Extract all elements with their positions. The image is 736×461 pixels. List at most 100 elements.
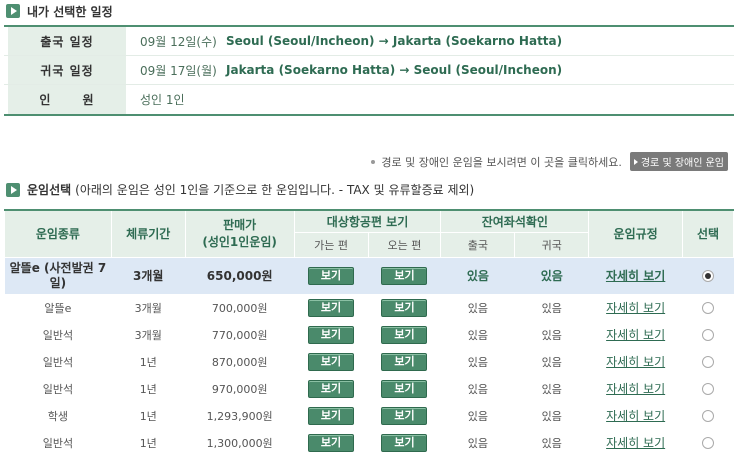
header-rules: 운임규정: [588, 209, 684, 258]
inbound-view-button[interactable]: 보기: [381, 298, 428, 317]
itinerary-row-passengers: 인 원 성인 1인: [4, 85, 734, 114]
fare-rule-link[interactable]: 자세히 보기: [605, 269, 666, 283]
fare-type: 일반석: [4, 321, 112, 349]
itinerary-passenger-count: 성인 1인: [140, 93, 185, 107]
fare-row[interactable]: 일반석 1년 970,000원 보기 보기 있음 있음 자세히 보기: [4, 375, 734, 403]
header-inbound: 오는 편: [367, 231, 442, 258]
fare-select-radio[interactable]: [702, 437, 715, 449]
fare-select-radio[interactable]: [702, 356, 715, 368]
fare-stay: 1년: [111, 348, 186, 376]
header-fare-type: 운임종류: [4, 209, 112, 258]
depart-availability: 있음: [440, 348, 515, 376]
fare-selection-title: 운임선택 (아래의 운임은 성인 1인을 기준으로 한 운임입니다. - TAX…: [6, 181, 474, 198]
fare-select-radio[interactable]: [702, 329, 715, 341]
outbound-view-button[interactable]: 보기: [308, 325, 355, 344]
depart-availability: 있음: [440, 402, 515, 430]
depart-availability: 있음: [440, 294, 515, 322]
fare-rule-link[interactable]: 자세히 보기: [606, 409, 666, 423]
fare-price: 970,000원: [185, 375, 295, 403]
play-arrow-icon: [633, 158, 638, 165]
fare-row[interactable]: 일반석 1년 870,000원 보기 보기 있음 있음 자세히 보기: [4, 348, 734, 376]
fare-select-radio[interactable]: [702, 383, 715, 395]
fare-stay: 3개월: [111, 257, 186, 295]
itinerary-date: 09월 12일(수): [140, 34, 217, 49]
fare-price: 1,293,900원: [185, 402, 295, 430]
fare-select-radio[interactable]: [702, 270, 715, 282]
header-outbound: 가는 편: [293, 231, 369, 258]
bullet-icon: [371, 159, 376, 164]
depart-availability: 있음: [440, 375, 515, 403]
return-availability: 있음: [514, 375, 589, 403]
itinerary-label: 귀국 일정: [8, 56, 126, 84]
itinerary-row-departure: 출국 일정 09월 12일(수) Seoul (Seoul/Incheon) →…: [4, 27, 734, 56]
fare-selection-subtitle: (아래의 운임은 성인 1인을 기준으로 한 운임입니다. - TAX 및 유류…: [75, 183, 475, 197]
fare-rule-link[interactable]: 자세히 보기: [606, 382, 666, 396]
depart-availability: 있음: [440, 321, 515, 349]
outbound-view-button[interactable]: 보기: [308, 433, 355, 452]
header-return: 귀국: [514, 231, 590, 258]
header-flight-view: 대상항공편 보기: [293, 209, 442, 233]
fare-select-radio[interactable]: [702, 410, 715, 422]
selected-itinerary-title-text: 내가 선택한 일정: [27, 4, 113, 19]
fare-price: 770,000원: [185, 321, 295, 349]
return-availability: 있음: [514, 257, 589, 295]
return-availability: 있음: [514, 402, 589, 430]
fare-row[interactable]: 학생 1년 1,293,900원 보기 보기 있음 있음 자세히 보기: [4, 402, 734, 430]
itinerary-label: 출국 일정: [8, 27, 126, 55]
fare-price: 870,000원: [185, 348, 295, 376]
inbound-view-button[interactable]: 보기: [381, 433, 428, 452]
inbound-view-button[interactable]: 보기: [381, 266, 428, 285]
fare-price: 650,000원: [185, 257, 295, 295]
itinerary-date: 09월 17일(월): [140, 63, 217, 78]
outbound-view-button[interactable]: 보기: [308, 406, 355, 425]
itinerary-route: Seoul (Seoul/Incheon) → Jakarta (Soekarn…: [226, 34, 563, 48]
return-availability: 있음: [514, 294, 589, 322]
section-arrow-icon: [6, 182, 20, 197]
fare-stay: 1년: [111, 375, 186, 403]
inbound-view-button[interactable]: 보기: [381, 379, 428, 398]
inbound-view-button[interactable]: 보기: [381, 352, 428, 371]
fare-type: 일반석: [4, 429, 112, 457]
depart-availability: 있음: [440, 257, 515, 295]
fare-selection-title-text: 운임선택: [27, 183, 72, 197]
outbound-view-button[interactable]: 보기: [308, 352, 355, 371]
itinerary-label: 인 원: [8, 85, 126, 114]
fare-rule-link[interactable]: 자세히 보기: [606, 436, 666, 450]
header-stay: 체류기간: [110, 209, 186, 258]
fare-price: 700,000원: [185, 294, 295, 322]
fare-select-radio[interactable]: [702, 302, 715, 314]
inbound-view-button[interactable]: 보기: [381, 325, 428, 344]
fare-rule-link[interactable]: 자세히 보기: [606, 355, 666, 369]
header-seat-check: 잔여좌석확인: [440, 209, 590, 233]
fare-table: 운임종류 체류기간 판매가 (성인1인운임) 대상항공편 보기 잔여좌석확인 운…: [4, 209, 734, 457]
senior-fare-notice: 경로 및 장애인 운임을 보시려면 이 곳을 클릭하세요. 경로 및 장애인 운…: [371, 152, 728, 171]
header-depart: 출국: [440, 231, 516, 258]
fare-row[interactable]: 알뜰e (사전발권 7일) 3개월 650,000원 보기 보기 있음 있음 자…: [4, 257, 734, 295]
senior-fare-button-label: 경로 및 장애인 운임: [640, 158, 724, 169]
return-availability: 있음: [514, 321, 589, 349]
return-availability: 있음: [514, 429, 589, 457]
header-price: 판매가 (성인1인운임): [184, 209, 295, 258]
outbound-view-button[interactable]: 보기: [308, 298, 355, 317]
fare-row[interactable]: 알뜰e 3개월 700,000원 보기 보기 있음 있음 자세히 보기: [4, 294, 734, 322]
fare-row[interactable]: 일반석 1년 1,300,000원 보기 보기 있음 있음 자세히 보기: [4, 429, 734, 457]
outbound-view-button[interactable]: 보기: [308, 266, 355, 285]
selected-itinerary-title: 내가 선택한 일정: [6, 2, 113, 20]
fare-stay: 3개월: [111, 321, 186, 349]
fare-type: 일반석: [4, 375, 112, 403]
fare-row[interactable]: 일반석 3개월 770,000원 보기 보기 있음 있음 자세히 보기: [4, 321, 734, 349]
fare-rule-link[interactable]: 자세히 보기: [606, 328, 666, 342]
itinerary-route: Jakarta (Soekarno Hatta) → Seoul (Seoul/…: [226, 63, 563, 77]
inbound-view-button[interactable]: 보기: [381, 406, 428, 425]
section-arrow-icon: [6, 4, 20, 18]
header-select: 선택: [682, 209, 734, 258]
fare-price: 1,300,000원: [185, 429, 295, 457]
return-availability: 있음: [514, 348, 589, 376]
outbound-view-button[interactable]: 보기: [308, 379, 355, 398]
fare-rule-link[interactable]: 자세히 보기: [606, 301, 666, 315]
itinerary-row-return: 귀국 일정 09월 17일(월) Jakarta (Soekarno Hatta…: [4, 56, 734, 85]
senior-fare-notice-text: 경로 및 장애인 운임을 보시려면 이 곳을 클릭하세요.: [381, 155, 622, 169]
senior-fare-button[interactable]: 경로 및 장애인 운임: [629, 152, 728, 171]
fare-type: 일반석: [4, 348, 112, 376]
fare-stay: 1년: [111, 402, 186, 430]
